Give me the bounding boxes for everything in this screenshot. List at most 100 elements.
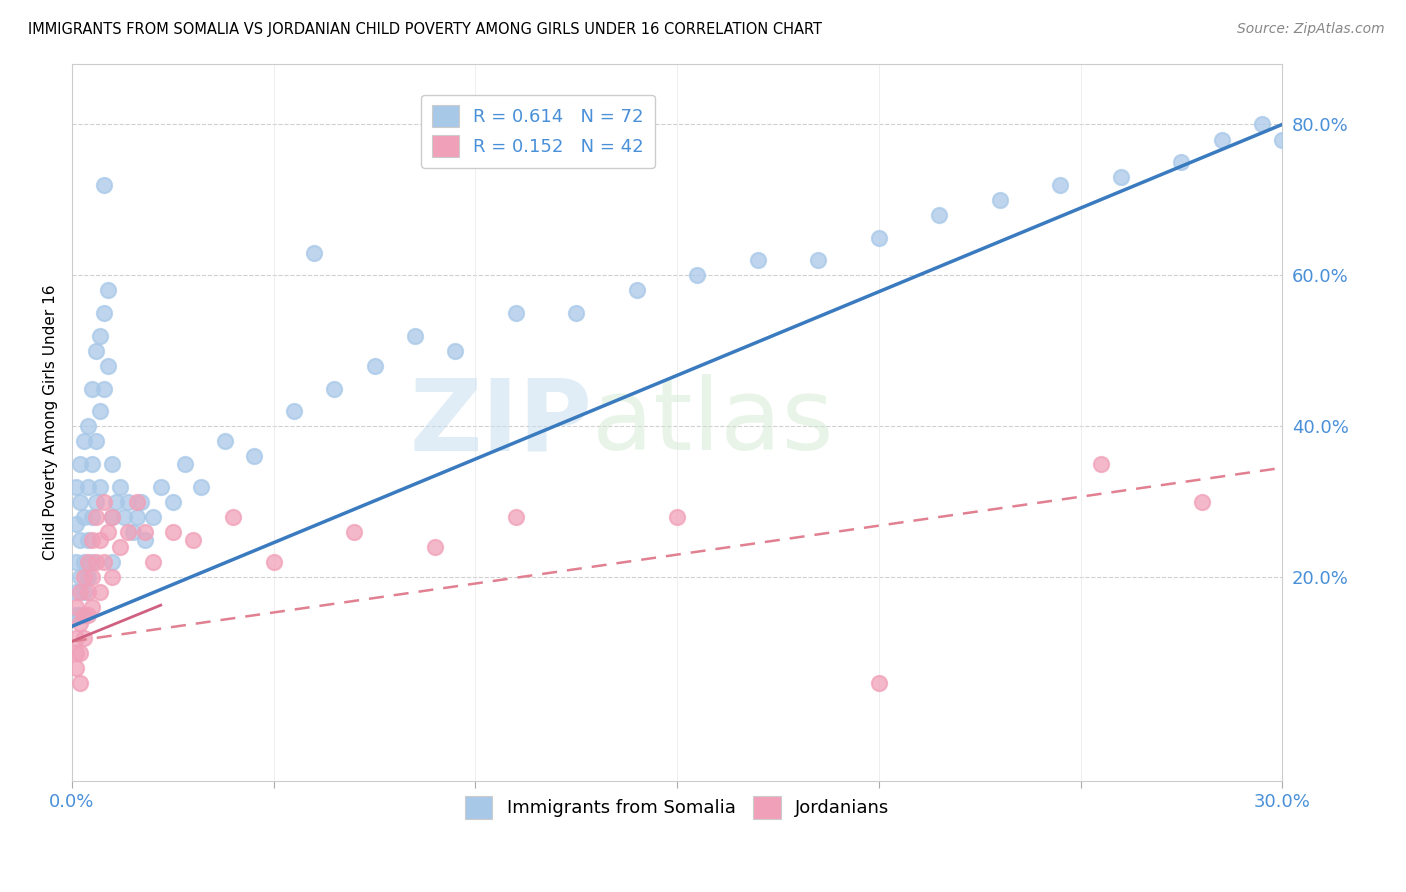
Point (65, 646, 87, 660)
Point (65, 555, 87, 569)
Point (89, 404, 111, 418)
Point (84, 343, 107, 358)
Point (162, 524, 184, 539)
Point (84, 555, 107, 569)
Y-axis label: Child Poverty Among Girls Under 16: Child Poverty Among Girls Under 16 (44, 285, 58, 560)
Point (117, 524, 139, 539)
Point (110, 480, 132, 494)
Point (89, 480, 111, 494)
Text: atlas: atlas (592, 374, 834, 471)
Point (686, 268, 709, 283)
Text: IMMIGRANTS FROM SOMALIA VS JORDANIAN CHILD POVERTY AMONG GIRLS UNDER 16 CORRELAT: IMMIGRANTS FROM SOMALIA VS JORDANIAN CHI… (28, 22, 823, 37)
Point (129, 495, 152, 509)
Point (283, 404, 305, 418)
Point (93, 495, 115, 509)
Point (117, 495, 139, 509)
Point (97, 284, 120, 298)
Point (323, 382, 346, 396)
Point (65, 607, 87, 622)
Point (162, 495, 184, 509)
Point (89, 533, 111, 547)
Point (1271, 132, 1294, 146)
Point (77, 585, 100, 599)
Point (69, 676, 91, 690)
Point (222, 509, 245, 524)
Point (181, 533, 204, 547)
Point (1090, 457, 1112, 471)
Point (142, 555, 165, 569)
Point (343, 524, 366, 539)
Point (505, 509, 527, 524)
Point (77, 570, 100, 584)
Point (84, 509, 107, 524)
Point (242, 450, 264, 464)
Point (110, 540, 132, 554)
Point (988, 193, 1011, 207)
Point (1170, 155, 1192, 169)
Point (82, 555, 104, 569)
Point (149, 480, 172, 494)
Point (77, 555, 100, 569)
Point (73, 509, 96, 524)
Point (82, 509, 104, 524)
Point (93, 178, 115, 192)
Point (174, 457, 197, 471)
Point (626, 284, 648, 298)
Point (404, 328, 426, 343)
Point (1109, 170, 1132, 185)
Point (73, 631, 96, 645)
Point (65, 661, 87, 675)
Text: Source: ZipAtlas.com: Source: ZipAtlas.com (1237, 22, 1385, 37)
Point (77, 533, 100, 547)
Point (69, 495, 91, 509)
Point (65, 585, 87, 599)
Point (73, 434, 96, 449)
Point (97, 524, 120, 539)
Point (82, 600, 104, 615)
Point (82, 457, 104, 471)
Point (73, 585, 96, 599)
Point (121, 524, 143, 539)
Point (1211, 132, 1233, 146)
Point (134, 533, 156, 547)
Point (747, 253, 769, 268)
Point (69, 646, 91, 660)
Point (84, 434, 107, 449)
Point (89, 585, 111, 599)
Point (565, 306, 588, 320)
Point (125, 495, 148, 509)
Point (363, 359, 385, 373)
Point (77, 607, 100, 622)
Point (69, 615, 91, 630)
Point (134, 524, 156, 539)
Point (82, 382, 104, 396)
Point (868, 230, 890, 244)
Point (97, 359, 120, 373)
Point (1251, 117, 1274, 131)
Point (214, 434, 236, 449)
Point (101, 509, 124, 524)
Point (82, 533, 104, 547)
Point (65, 631, 87, 645)
Point (928, 208, 950, 222)
Point (69, 570, 91, 584)
Point (89, 328, 111, 343)
Point (125, 509, 148, 524)
Point (142, 509, 165, 524)
Point (65, 480, 87, 494)
Point (82, 570, 104, 584)
Point (101, 570, 124, 584)
Point (1191, 495, 1213, 509)
Point (93, 306, 115, 320)
Point (807, 253, 830, 268)
Point (69, 585, 91, 599)
Point (302, 245, 325, 260)
Point (423, 540, 446, 554)
Point (77, 419, 100, 434)
Legend: Immigrants from Somalia, Jordanians: Immigrants from Somalia, Jordanians (458, 789, 897, 826)
Point (77, 480, 100, 494)
Point (93, 382, 115, 396)
Point (65, 600, 87, 615)
Point (263, 555, 285, 569)
Point (73, 607, 96, 622)
